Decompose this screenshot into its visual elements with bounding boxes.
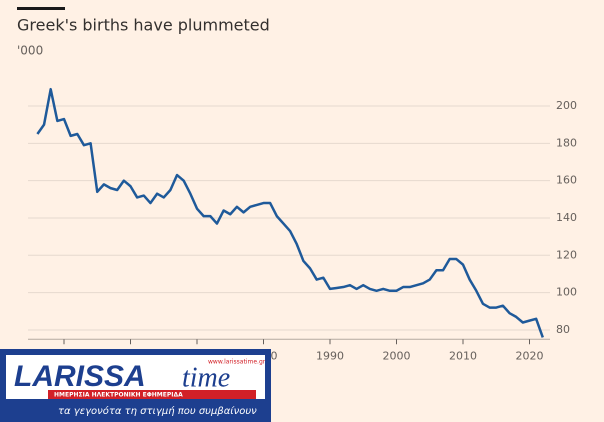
y-tick-label: 140: [556, 211, 577, 224]
watermark: LARISSA time www.larissatime.gr ΗΜΕΡΗΣΙΑ…: [0, 349, 271, 422]
y-tick-label: 180: [556, 136, 577, 149]
x-tick-label: 1990: [316, 349, 344, 362]
x-tick-label: 2020: [516, 349, 544, 362]
logo-brand2: time: [182, 362, 230, 393]
series-line: [36, 87, 544, 338]
x-tick-label: 2010: [449, 349, 477, 362]
logo-tagline: ΗΜΕΡΗΣΙΑ ΗΛΕΚΤΡΟΝΙΚΗ ΕΦΗΜΕΡΙΔΑ: [54, 392, 183, 399]
y-tick-label: 200: [556, 99, 577, 112]
y-tick-label: 120: [556, 248, 577, 261]
y-tick-label: 80: [556, 323, 570, 336]
logo-red-band: [48, 390, 256, 399]
logo-brand: LARISSA: [14, 360, 146, 393]
logo-motto: τα γεγονότα τη στιγμή που συμβαίνουν: [58, 405, 257, 417]
y-tick-label: 100: [556, 286, 577, 299]
chart-title: Greek's births have plummeted: [17, 16, 270, 35]
x-tick-label: 2000: [383, 349, 411, 362]
y-tick-label: 160: [556, 174, 577, 187]
chart-subtitle: '000: [17, 44, 43, 58]
logo-url: www.larissatime.gr: [208, 359, 266, 366]
title-bar: [17, 7, 65, 10]
